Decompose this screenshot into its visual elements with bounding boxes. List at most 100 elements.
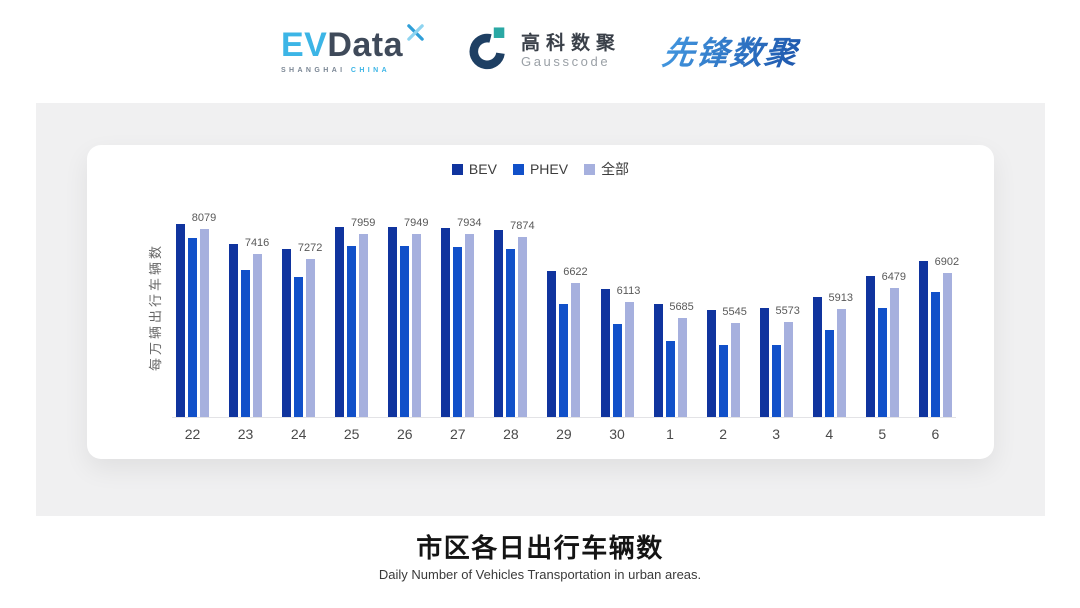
bar-all	[518, 237, 528, 417]
logo-row: EV Data SHANGHAI CHINA	[0, 20, 1080, 82]
bar-value-label: 7959	[350, 217, 376, 229]
bar-bev	[865, 276, 875, 417]
bar-value-label: 7272	[297, 242, 323, 254]
bar-value-label: 8079	[191, 212, 217, 224]
bar-bev	[547, 271, 557, 417]
bar-phev	[400, 246, 410, 417]
bar-bev	[600, 289, 610, 417]
evdata-star-icon	[406, 23, 425, 46]
bar-group-28: 7874 28	[494, 196, 535, 442]
bar-phev	[188, 238, 197, 417]
gausscode-en-text: Gausscode	[521, 54, 611, 70]
bar-bev	[282, 249, 292, 417]
gausscode-g-icon	[467, 25, 511, 77]
x-tick-label: 22	[184, 426, 201, 442]
plot-area: 8079 22 7416 23 7272 24 7959 25 7949 26 7934 27 7874…	[172, 196, 960, 442]
bar-group-23: 7416 23	[229, 196, 269, 442]
bar-group-5: 6479 5	[865, 196, 906, 442]
x-tick-label: 24	[290, 426, 307, 442]
page-title: 市区各日出行车辆数	[416, 533, 664, 563]
bar-value-label: 5685	[669, 301, 694, 313]
bar-phev	[877, 308, 887, 417]
bar-bev	[759, 308, 769, 417]
chart-panel: BEV PHEV 全部 每万辆出行车辆数 8079 22 7416 23 7272 24 795…	[36, 103, 1045, 516]
x-tick-label: 3	[772, 426, 781, 442]
bar-bev	[229, 244, 239, 417]
x-tick-label: 28	[503, 426, 519, 442]
legend-item-bev[interactable]: BEV	[451, 161, 497, 177]
bar-group-22: 8079 22	[176, 196, 216, 442]
x-tick-label: 26	[396, 426, 413, 442]
x-tick-label: 1	[666, 426, 674, 442]
bar-value-label: 6902	[934, 256, 960, 268]
chart-legend: BEV PHEV 全部	[87, 159, 994, 179]
bar-phev	[559, 304, 569, 417]
bar-value-label: 7874	[510, 220, 535, 232]
bar-bev	[388, 227, 398, 417]
evdata-sub-shanghai: SHANGHAI	[280, 67, 346, 74]
x-tick-label: 25	[343, 426, 360, 442]
legend-item-phev[interactable]: PHEV	[512, 161, 568, 177]
bar-value-label: 5913	[828, 292, 853, 304]
bar-group-25: 7959 25	[335, 196, 375, 442]
bar-group-29: 6622 29	[547, 196, 588, 442]
bar-phev	[930, 292, 940, 417]
bar-group-26: 7949 26	[388, 196, 428, 442]
bar-all	[730, 323, 740, 417]
evdata-ev-text: EV	[280, 26, 328, 64]
x-tick-label: 6	[931, 426, 940, 442]
bar-bev	[706, 310, 716, 417]
bar-bev	[653, 304, 663, 417]
x-tick-label: 30	[609, 426, 625, 442]
bar-bev	[918, 261, 928, 417]
bar-bev	[812, 297, 822, 417]
bar-value-label: 6113	[616, 285, 641, 297]
bar-group-1: 5685 1	[653, 196, 694, 442]
x-tick-label: 2	[719, 426, 728, 442]
bar-value-label: 6479	[881, 271, 907, 283]
bar-all	[783, 322, 793, 417]
legend-swatch-all	[584, 163, 596, 175]
bar-bev	[176, 224, 185, 417]
bar-group-2: 5545 2	[706, 196, 747, 442]
page-subtitle: Daily Number of Vehicles Transportation …	[378, 567, 702, 582]
bar-group-27: 7934 27	[441, 196, 482, 442]
bar-phev	[612, 324, 622, 417]
bar-bev	[335, 227, 345, 417]
bar-all	[253, 254, 263, 417]
gausscode-logo: 高科数聚 Gausscode	[467, 25, 621, 77]
x-tick-label: 23	[237, 426, 254, 442]
bar-all	[306, 259, 316, 417]
pioneer-logo: 先锋数聚	[660, 28, 802, 74]
bar-value-label: 7949	[404, 217, 429, 229]
bar-all	[677, 318, 687, 417]
bar-all	[412, 234, 422, 417]
bar-group-24: 7272 24	[282, 196, 322, 442]
bar-value-label: 7416	[244, 237, 270, 249]
x-tick-label: 4	[825, 426, 834, 442]
x-tick-label: 5	[878, 426, 887, 442]
evdata-data-text: Data	[327, 26, 404, 64]
bar-phev	[824, 330, 834, 417]
evdata-sub-china: CHINA	[350, 67, 391, 74]
bar-all	[836, 309, 846, 417]
bar-bev	[494, 230, 504, 417]
bar-all	[465, 234, 475, 417]
bar-all	[889, 288, 899, 417]
bar-value-label: 6622	[563, 266, 588, 278]
bar-phev	[294, 277, 304, 417]
x-tick-label: 29	[556, 426, 572, 442]
bar-value-label: 7934	[457, 217, 482, 229]
bar-all	[624, 302, 634, 417]
evdata-logo: EV Data SHANGHAI CHINA	[280, 24, 425, 74]
bar-phev	[506, 249, 516, 417]
legend-item-all[interactable]: 全部	[584, 159, 629, 179]
bar-phev	[347, 246, 357, 417]
legend-label-bev: BEV	[468, 161, 497, 177]
bar-bev	[441, 228, 451, 417]
bar-phev	[718, 345, 728, 417]
bar-all	[359, 234, 369, 417]
legend-swatch-phev	[512, 163, 524, 175]
x-tick-label: 27	[450, 426, 466, 442]
